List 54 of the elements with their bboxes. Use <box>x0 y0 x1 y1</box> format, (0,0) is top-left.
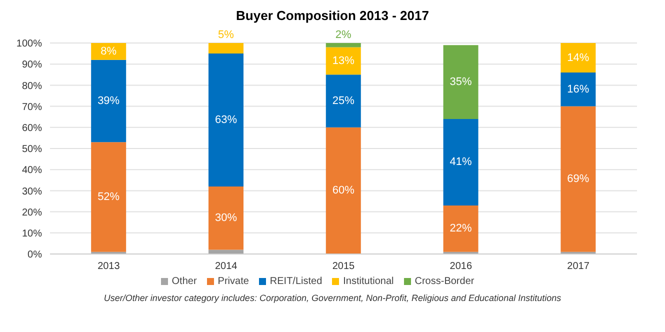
y-tick-label: 80% <box>22 80 42 92</box>
legend-label: Cross-Border <box>414 276 474 287</box>
data-label: 2% <box>335 29 352 41</box>
data-label: 16% <box>567 83 590 96</box>
bar <box>326 74 361 128</box>
bar <box>560 43 596 73</box>
x-tick-label: 2015 <box>332 261 356 272</box>
data-label: 39% <box>98 95 120 108</box>
bar <box>443 45 478 119</box>
legend-label: Other <box>172 276 197 287</box>
data-label: 41% <box>450 156 472 168</box>
y-tick-label: 40% <box>22 165 42 176</box>
y-tick-label: 100% <box>16 38 42 50</box>
data-label: 22% <box>450 222 472 235</box>
legend-label: Institutional <box>343 276 394 287</box>
y-tick-label: 0% <box>28 250 42 261</box>
bar <box>560 106 596 252</box>
bar <box>91 142 126 252</box>
data-label: 69% <box>567 173 590 186</box>
bar <box>326 47 361 75</box>
y-tick-label: 20% <box>22 207 42 218</box>
y-tick-label: 60% <box>22 122 42 134</box>
data-label: 35% <box>450 76 472 88</box>
bar <box>208 43 244 54</box>
text: User/Other investor category includes: Corporation, Government, Non-Profit, Religious and Educational Institutions <box>102 293 562 303</box>
data-label: 60% <box>332 184 355 197</box>
y-tick-label: 90% <box>22 60 42 71</box>
data-label: 52% <box>98 191 120 204</box>
data-label: 5% <box>218 29 234 41</box>
bar <box>326 127 361 254</box>
bar <box>208 186 244 250</box>
data-label: 8% <box>100 45 117 58</box>
legend-label: REIT/Listed <box>270 276 322 287</box>
bar <box>91 60 126 142</box>
y-tick-label: 10% <box>22 228 42 240</box>
x-tick-label: 2017 <box>567 261 590 272</box>
x-tick-label: 2014 <box>214 261 238 272</box>
bar <box>560 72 596 106</box>
x-tick-label: 2013 <box>98 261 120 272</box>
x-tick-label: 2016 <box>450 261 472 272</box>
chart-title: Buyer Composition 2013 - 2017 <box>235 8 430 23</box>
bar <box>443 205 478 252</box>
bar <box>208 54 244 186</box>
y-tick-label: 70% <box>22 102 42 113</box>
bar <box>443 118 478 206</box>
y-tick-label: 30% <box>22 186 42 198</box>
data-label: 13% <box>332 54 355 67</box>
bar <box>326 43 361 48</box>
data-label: 30% <box>214 212 238 224</box>
data-label: 25% <box>332 95 355 108</box>
legend-label: Private <box>218 276 249 287</box>
data-label: 63% <box>214 114 238 126</box>
y-tick-label: 50% <box>22 144 42 156</box>
data-label: 14% <box>567 52 590 64</box>
